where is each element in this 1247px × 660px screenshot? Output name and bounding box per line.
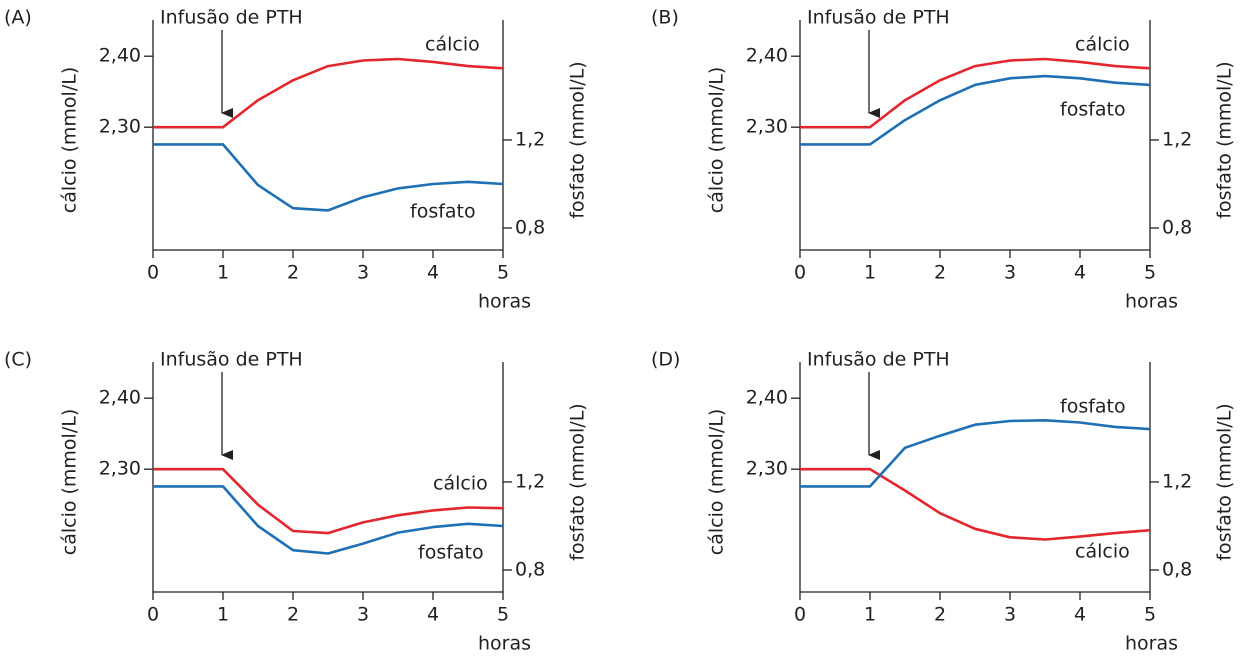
x-axis-label: horas (478, 291, 531, 313)
x-tick-label: 2 (934, 604, 946, 626)
y2-tick-label: 1,2 (1162, 128, 1192, 150)
y2-tick-label: 0,8 (515, 558, 545, 580)
x-tick-label: 1 (217, 604, 229, 626)
series-label: fosfato (1060, 396, 1126, 418)
x-tick-label: 5 (497, 262, 509, 284)
series-line (153, 57, 504, 129)
panel-label: (C) (4, 349, 32, 371)
panel: (C) Infusão de PTH 0 1 2 3 4 5 2,30 2,40 0,8 1,2 hor… (4, 349, 589, 655)
panel-label: (A) (4, 7, 32, 29)
series-line (153, 467, 504, 535)
y2-axis-label: fosfato (mmol/L) (567, 61, 589, 218)
x-axis-label: horas (1125, 633, 1178, 655)
y-tick-label: 2,30 (746, 458, 788, 480)
series-line (800, 57, 1151, 129)
x-tick-label: 1 (217, 262, 229, 284)
y2-tick-label: 0,8 (1162, 216, 1192, 238)
y-tick-label: 2,30 (99, 458, 141, 480)
series-label: cálcio (1075, 541, 1130, 563)
series-line (800, 419, 1151, 488)
x-tick-label: 5 (1144, 604, 1156, 626)
x-tick-label: 3 (357, 604, 369, 626)
x-tick-label: 0 (147, 604, 159, 626)
x-tick-label: 4 (427, 604, 439, 626)
y2-tick-label: 0,8 (1162, 558, 1192, 580)
x-axis-label: horas (1125, 291, 1178, 313)
x-tick-label: 2 (287, 604, 299, 626)
series-line (800, 467, 1151, 541)
series-label: fosfato (418, 542, 484, 564)
annotation: Infusão de PTH (807, 7, 950, 29)
panel: (B) Infusão de PTH 0 1 2 3 4 5 2,30 2,40 0,8 1,2 hor… (651, 7, 1236, 313)
x-tick-label: 3 (1004, 604, 1016, 626)
y2-axis-label: fosfato (mmol/L) (567, 403, 589, 560)
y2-tick-label: 1,2 (515, 128, 545, 150)
annotation: Infusão de PTH (160, 349, 303, 371)
x-tick-label: 4 (1074, 604, 1086, 626)
x-tick-label: 0 (794, 604, 806, 626)
y-axis-label: cálcio (mmol/L) (706, 409, 728, 556)
x-tick-label: 0 (794, 262, 806, 284)
series-line (153, 143, 504, 212)
y-tick-label: 2,30 (746, 116, 788, 138)
y-axis-label: cálcio (mmol/L) (706, 67, 728, 214)
x-tick-label: 5 (1144, 262, 1156, 284)
y-axis-label: cálcio (mmol/L) (59, 409, 81, 556)
series-label: fosfato (1060, 99, 1126, 121)
y2-axis-label: fosfato (mmol/L) (1214, 61, 1236, 218)
x-tick-label: 2 (287, 262, 299, 284)
y2-axis-label: fosfato (mmol/L) (1214, 403, 1236, 560)
y2-tick-label: 0,8 (515, 216, 545, 238)
series-label: fosfato (410, 201, 476, 223)
y2-tick-label: 1,2 (1162, 470, 1192, 492)
x-tick-label: 4 (1074, 262, 1086, 284)
x-tick-label: 4 (427, 262, 439, 284)
panel: (A) Infusão de PTH 0 1 2 3 4 5 2,30 2,40 0,8 1,2 hor… (4, 7, 589, 313)
x-tick-label: 1 (864, 262, 876, 284)
y-axis-label: cálcio (mmol/L) (59, 67, 81, 214)
y-tick-label: 2,40 (746, 45, 788, 67)
series-line (153, 485, 504, 555)
panel: (D) Infusão de PTH 0 1 2 3 4 5 2,30 2,40 0,8 1,2 hor… (651, 349, 1236, 655)
y-tick-label: 2,40 (746, 387, 788, 409)
panel-label: (D) (651, 349, 680, 371)
series-line (800, 74, 1151, 146)
y-tick-label: 2,40 (99, 387, 141, 409)
annotation: Infusão de PTH (160, 7, 303, 29)
y2-tick-label: 1,2 (515, 470, 545, 492)
x-tick-label: 1 (864, 604, 876, 626)
x-tick-label: 2 (934, 262, 946, 284)
series-label: cálcio (425, 34, 480, 56)
panel-label: (B) (651, 7, 679, 29)
y-tick-label: 2,40 (99, 45, 141, 67)
x-axis-label: horas (478, 633, 531, 655)
y-tick-label: 2,30 (99, 116, 141, 138)
x-tick-label: 3 (357, 262, 369, 284)
x-tick-label: 0 (147, 262, 159, 284)
x-tick-label: 3 (1004, 262, 1016, 284)
series-label: cálcio (1075, 34, 1130, 56)
series-label: cálcio (433, 473, 488, 495)
annotation: Infusão de PTH (807, 349, 950, 371)
x-tick-label: 5 (497, 604, 509, 626)
